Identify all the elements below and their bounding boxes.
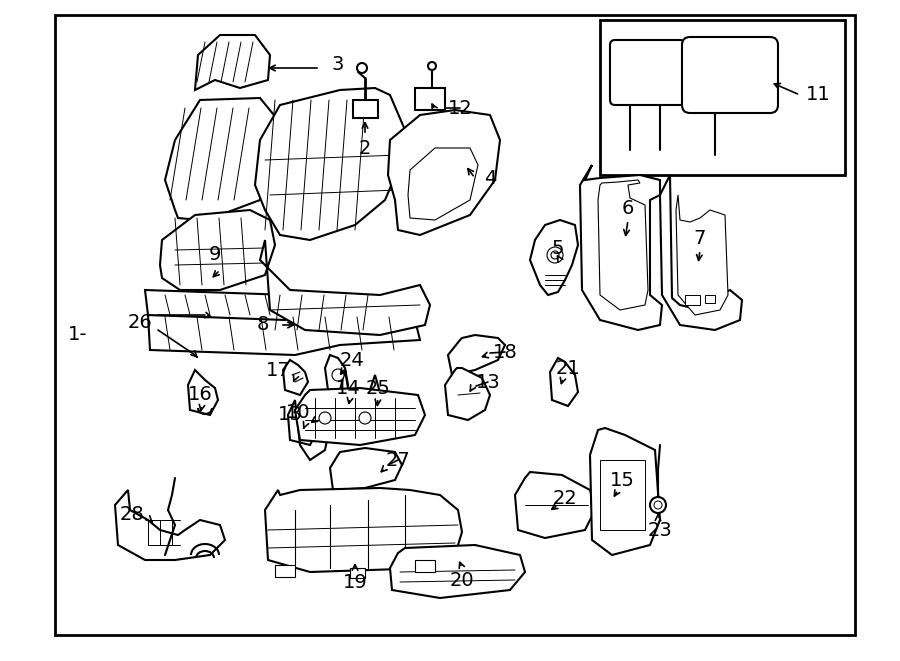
Bar	[600, 20, 845, 175]
Text: 7: 7	[694, 229, 706, 247]
Text: 18: 18	[492, 342, 517, 362]
Text: 15: 15	[609, 471, 634, 490]
Text: 27: 27	[385, 451, 410, 469]
Circle shape	[547, 247, 563, 263]
Polygon shape	[580, 165, 662, 330]
Polygon shape	[515, 472, 595, 538]
Polygon shape	[445, 368, 490, 420]
Text: 26: 26	[128, 313, 152, 332]
Polygon shape	[165, 98, 278, 220]
Polygon shape	[388, 110, 500, 235]
Text: 8: 8	[256, 315, 269, 334]
Polygon shape	[590, 428, 660, 555]
Polygon shape	[188, 370, 218, 415]
Polygon shape	[598, 180, 648, 310]
Circle shape	[359, 412, 371, 424]
Text: 11: 11	[806, 85, 831, 104]
Polygon shape	[408, 148, 478, 220]
Text: 2: 2	[359, 139, 371, 157]
Bar	[685, 295, 700, 305]
Circle shape	[319, 412, 331, 424]
Polygon shape	[283, 360, 308, 395]
Text: 21: 21	[555, 358, 580, 377]
Polygon shape	[265, 488, 462, 572]
Polygon shape	[330, 448, 402, 490]
Polygon shape	[195, 35, 270, 90]
Text: 9: 9	[209, 245, 221, 264]
FancyBboxPatch shape	[610, 40, 685, 105]
Polygon shape	[288, 400, 328, 460]
Circle shape	[332, 369, 344, 381]
Polygon shape	[115, 490, 225, 560]
Polygon shape	[530, 220, 578, 295]
Polygon shape	[390, 545, 525, 598]
Text: 19: 19	[343, 572, 367, 592]
Polygon shape	[145, 290, 295, 320]
Polygon shape	[340, 370, 358, 440]
Bar	[415, 88, 445, 110]
Polygon shape	[676, 195, 728, 315]
Polygon shape	[160, 210, 275, 290]
Text: 10: 10	[285, 403, 310, 422]
Polygon shape	[448, 335, 505, 375]
Polygon shape	[295, 388, 425, 445]
Text: 3: 3	[332, 56, 344, 75]
Text: 23: 23	[648, 520, 672, 539]
Text: 12: 12	[447, 98, 473, 118]
Text: 28: 28	[120, 506, 144, 524]
Text: 17: 17	[266, 360, 291, 379]
Text: 6: 6	[622, 198, 634, 217]
Text: 14: 14	[336, 379, 360, 397]
FancyBboxPatch shape	[682, 37, 778, 113]
Circle shape	[357, 63, 367, 73]
Circle shape	[650, 497, 666, 513]
Bar	[600, 460, 645, 530]
Polygon shape	[325, 355, 348, 398]
Bar	[350, 568, 365, 578]
Polygon shape	[260, 240, 430, 335]
Polygon shape	[660, 175, 742, 330]
Polygon shape	[255, 88, 405, 240]
Bar	[353, 100, 378, 118]
Text: 25: 25	[365, 379, 391, 397]
Text: 24: 24	[339, 350, 365, 369]
Polygon shape	[370, 375, 385, 438]
Polygon shape	[550, 358, 578, 406]
Text: 4: 4	[484, 169, 496, 188]
Circle shape	[428, 62, 436, 70]
Text: 22: 22	[553, 488, 578, 508]
Text: 16: 16	[187, 385, 212, 405]
Text: 1-: 1-	[68, 325, 87, 344]
Text: 5: 5	[552, 239, 564, 258]
Circle shape	[654, 501, 662, 509]
Bar	[275, 565, 295, 577]
Text: 13: 13	[277, 405, 302, 424]
Bar	[705, 295, 715, 303]
Circle shape	[551, 251, 559, 259]
Text: 20: 20	[450, 570, 474, 590]
Text: 13: 13	[475, 373, 500, 391]
Bar	[55, 15, 855, 635]
Bar	[415, 560, 435, 572]
Polygon shape	[148, 310, 420, 355]
